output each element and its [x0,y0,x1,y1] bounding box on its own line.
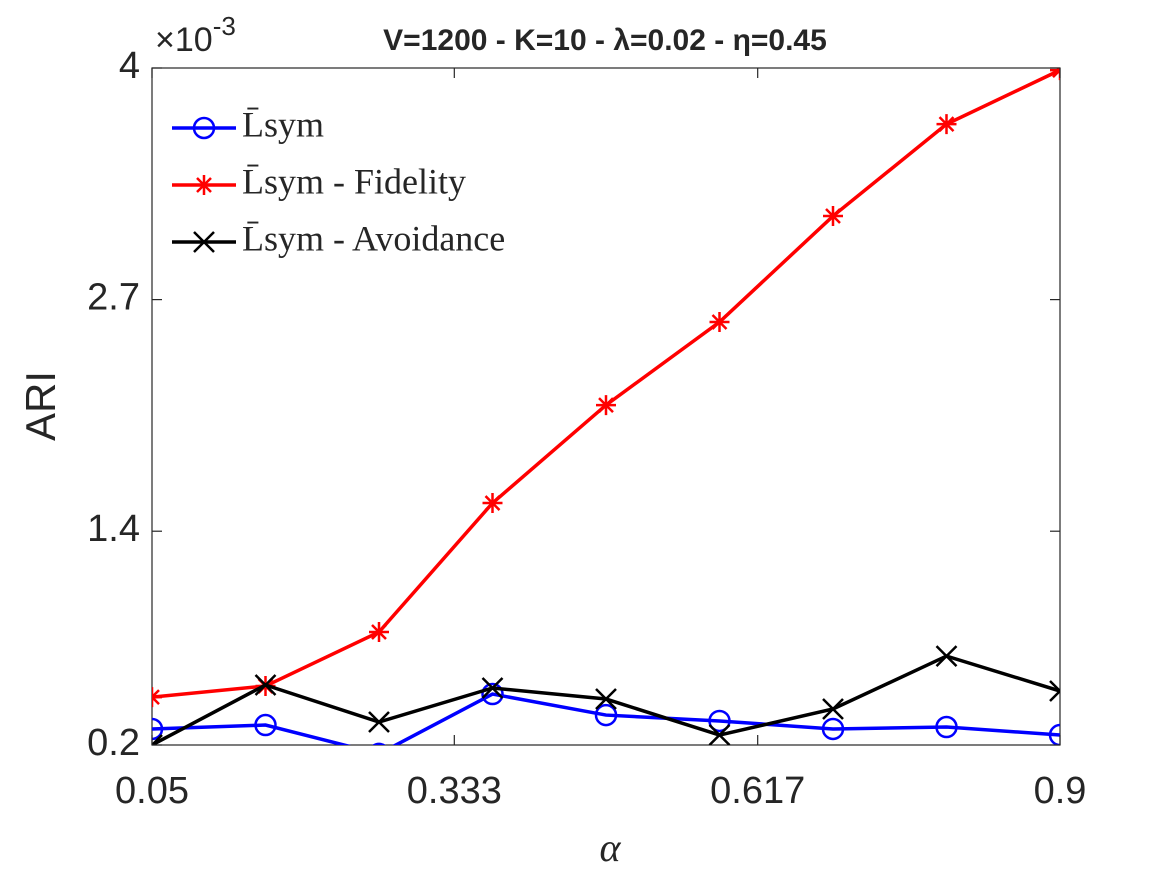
multiplier-power: -3 [213,11,236,41]
y-tick-label: 4 [119,45,140,87]
legend-label: L̄sym [242,104,324,144]
legend-marker [192,116,216,140]
marker [708,724,731,745]
series-line [152,692,1060,745]
y-axis-label: ARI [17,371,64,441]
marker [821,717,845,741]
x-tick-label: 0.333 [407,770,502,812]
marker [822,698,844,720]
marker [369,622,389,643]
marker [482,493,503,514]
marker [1049,680,1060,702]
legend-marker [193,231,215,253]
x-tick-label: 0.05 [115,770,189,812]
marker [936,114,957,135]
marker [594,703,618,727]
marker [935,715,958,739]
y-tick-label: 0.2 [87,722,140,764]
marker [152,734,163,745]
marker [708,709,731,733]
multiplier-base: ×10 [155,21,213,59]
x-tick-label: 0.617 [710,770,805,812]
marker [1048,723,1060,745]
x-axis-label: α [600,825,622,870]
marker [823,206,843,227]
marker [152,687,162,708]
marker [152,717,164,741]
legend-marker [194,175,214,195]
marker [368,711,390,733]
marker [481,682,504,706]
marker [254,674,277,696]
marker [372,742,386,745]
marker [709,312,730,333]
x-tick-label: 0.9 [1034,770,1087,812]
plot-marks [152,68,1060,745]
legend-label: L̄sym - Fidelity [242,161,466,201]
marker [481,677,504,699]
y-tick-label: 2.7 [87,277,140,319]
chart-title: V=1200 - K=10 - λ=0.02 - η=0.45 [383,24,827,57]
marker [595,688,617,710]
legend-label: L̄sym - Avoidance [242,218,505,258]
marker [935,645,958,667]
axis-multiplier: ×10-3 [155,11,236,59]
marker [596,395,616,416]
y-tick-label: 1.4 [87,508,140,550]
marker [254,713,277,737]
